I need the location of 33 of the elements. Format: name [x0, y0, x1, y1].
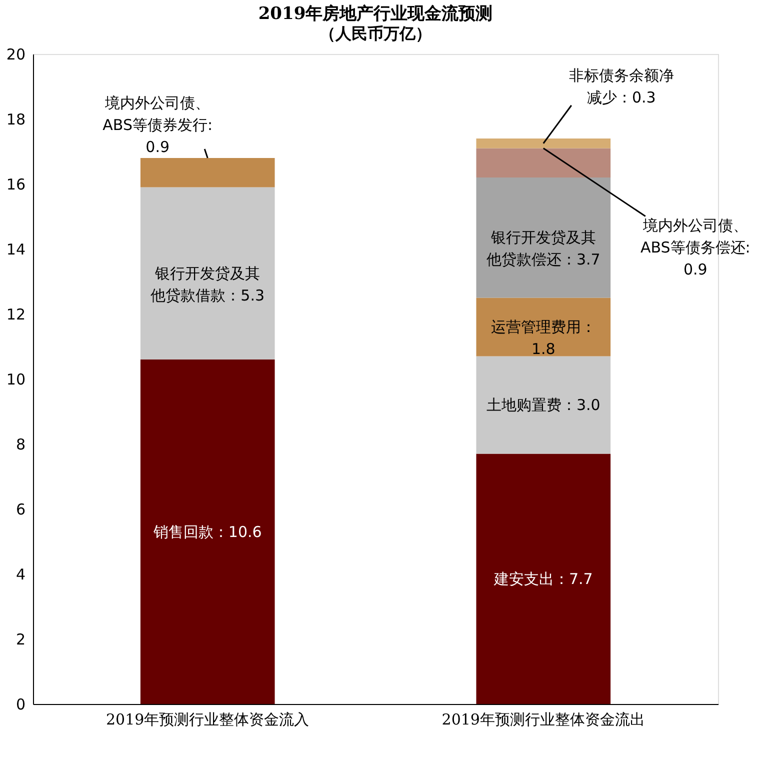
bar	[476, 454, 611, 704]
bar	[476, 148, 611, 178]
annotation: 土地购置费：3.0	[486, 396, 600, 414]
annotation: 境内外公司债、ABS等债券发行:0.9	[102, 94, 213, 156]
annotation: 境内外公司债、ABS等债务偿还:0.9	[640, 216, 750, 278]
bar	[476, 178, 611, 298]
bar	[140, 187, 275, 360]
y-tick-label: 18	[6, 110, 26, 128]
y-tick-label: 20	[6, 46, 26, 64]
y-tick-label: 10	[6, 370, 26, 388]
chart-title: 2019年房地产行业现金流预测	[258, 4, 493, 24]
x-tick-label: 2019年预测行业整体资金流出	[442, 710, 645, 728]
bar	[476, 356, 611, 454]
bar	[140, 158, 275, 188]
y-tick-label: 4	[16, 566, 26, 584]
annotation: 建安支出：7.7	[492, 570, 593, 588]
bar	[140, 360, 275, 704]
chart-subtitle: （人民币万亿）	[320, 24, 432, 43]
x-tick-label: 2019年预测行业整体资金流入	[106, 710, 310, 728]
annotation: 运营管理费用：1.8	[490, 318, 596, 358]
y-tick-label: 12	[6, 306, 26, 324]
bar	[476, 138, 611, 148]
annotation: 非标债务余额净减少：0.3	[568, 66, 674, 106]
y-tick-label: 6	[16, 500, 26, 518]
annotation: 银行开发贷及其他贷款偿还：3.7	[486, 228, 600, 269]
y-tick-label: 2	[16, 630, 26, 648]
y-tick-label: 14	[6, 240, 26, 258]
y-tick-label: 16	[6, 176, 26, 194]
annotation: 银行开发贷及其他贷款借款：5.3	[150, 264, 265, 304]
bar	[476, 298, 611, 356]
annotation: 销售回款：10.6	[152, 522, 262, 541]
y-tick-label: 0	[16, 696, 26, 714]
y-tick-label: 8	[16, 436, 26, 454]
